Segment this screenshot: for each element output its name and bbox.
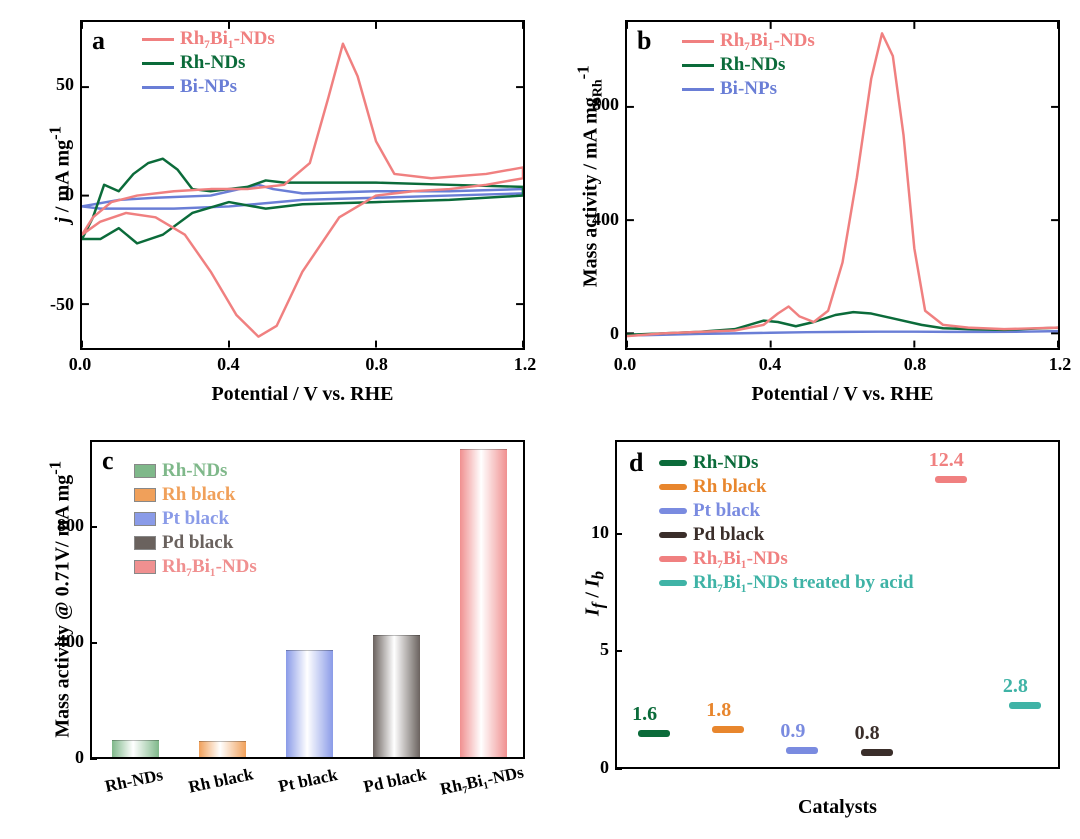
legend-item: Pd black	[134, 532, 257, 554]
plot-b: b Rh₇Bi₁-NDsRh-NDsBi-NPs	[625, 20, 1060, 350]
plot-d: d Rh-NDsRh blackPt blackPd blackRh₇Bi₁-N…	[615, 440, 1060, 770]
value-label: 2.8	[1003, 675, 1028, 698]
xlabel-a: Potential / V vs. RHE	[80, 383, 525, 406]
data-point	[861, 749, 893, 756]
legend-a: Rh₇Bi₁-NDsRh-NDsBi-NPs	[142, 28, 275, 100]
ylabel-d: If / Ib	[582, 523, 609, 663]
legend-item: Bi-NPs	[682, 78, 815, 100]
legend-item: Rh black	[134, 484, 257, 506]
panel-c: c Rh-NDsRh blackPt blackPd blackRh₇Bi₁-N…	[10, 430, 535, 830]
data-point	[786, 747, 818, 754]
bar	[112, 740, 160, 757]
legend-item: Rh-NDs	[659, 452, 914, 474]
legend-item: Rh black	[659, 476, 914, 498]
ylabel-b: Mass activity / mA mgRh-1	[574, 46, 607, 306]
value-label: 12.4	[929, 449, 964, 472]
data-point	[1009, 702, 1041, 709]
legend-item: Pt black	[134, 508, 257, 530]
legend-item: Rh-NDs	[682, 54, 815, 76]
legend-item: Rh-NDs	[134, 460, 257, 482]
panel-b: b Rh₇Bi₁-NDsRh-NDsBi-NPs 0400800 0.00.40…	[545, 10, 1070, 410]
panel-d: d Rh-NDsRh blackPt blackPd blackRh₇Bi₁-N…	[545, 430, 1070, 830]
value-label: 1.6	[632, 703, 657, 726]
legend-item: Rh-NDs	[142, 52, 275, 74]
ylabel-a: j / mA mg-1	[46, 74, 75, 274]
value-label: 0.9	[780, 720, 805, 743]
data-point	[712, 726, 744, 733]
legend-item: Rh₇Bi₁-NDs	[134, 556, 257, 578]
legend-d: Rh-NDsRh blackPt blackPd blackRh₇Bi₁-NDs…	[659, 452, 914, 596]
legend-item: Pt black	[659, 500, 914, 522]
plot-a: a Rh₇Bi₁-NDsRh-NDsBi-NPs	[80, 20, 525, 350]
xlabel-b: Potential / V vs. RHE	[625, 383, 1060, 406]
value-label: 0.8	[855, 722, 880, 745]
legend-item: Rh₇Bi₁-NDs	[659, 548, 914, 570]
value-label: 1.8	[706, 699, 731, 722]
bar	[286, 650, 334, 757]
plot-c: c Rh-NDsRh blackPt blackPd blackRh₇Bi₁-N…	[90, 440, 525, 760]
data-point	[935, 476, 967, 483]
panel-a: a Rh₇Bi₁-NDsRh-NDsBi-NPs -50050 0.00.40.…	[10, 10, 535, 410]
panel-letter-d: d	[629, 448, 643, 478]
legend-c: Rh-NDsRh blackPt blackPd blackRh₇Bi₁-NDs	[134, 460, 257, 580]
data-point	[638, 730, 670, 737]
legend-b: Rh₇Bi₁-NDsRh-NDsBi-NPs	[682, 30, 815, 102]
panel-letter-c: c	[102, 446, 114, 476]
legend-item: Pd black	[659, 524, 914, 546]
legend-item: Rh₇Bi₁-NDs	[142, 28, 275, 50]
legend-item: Rh₇Bi₁-NDs	[682, 30, 815, 52]
panel-letter-b: b	[637, 26, 651, 56]
panel-letter-a: a	[92, 26, 105, 56]
ylabel-c: Mass activity @ 0.71V/ mA mg-1	[46, 439, 75, 759]
bar	[373, 635, 421, 757]
legend-item: Rh₇Bi₁-NDs treated by acid	[659, 572, 914, 594]
bar	[460, 449, 508, 757]
xlabel-d: Catalysts	[615, 796, 1060, 819]
bar	[199, 741, 247, 757]
legend-item: Bi-NPs	[142, 76, 275, 98]
